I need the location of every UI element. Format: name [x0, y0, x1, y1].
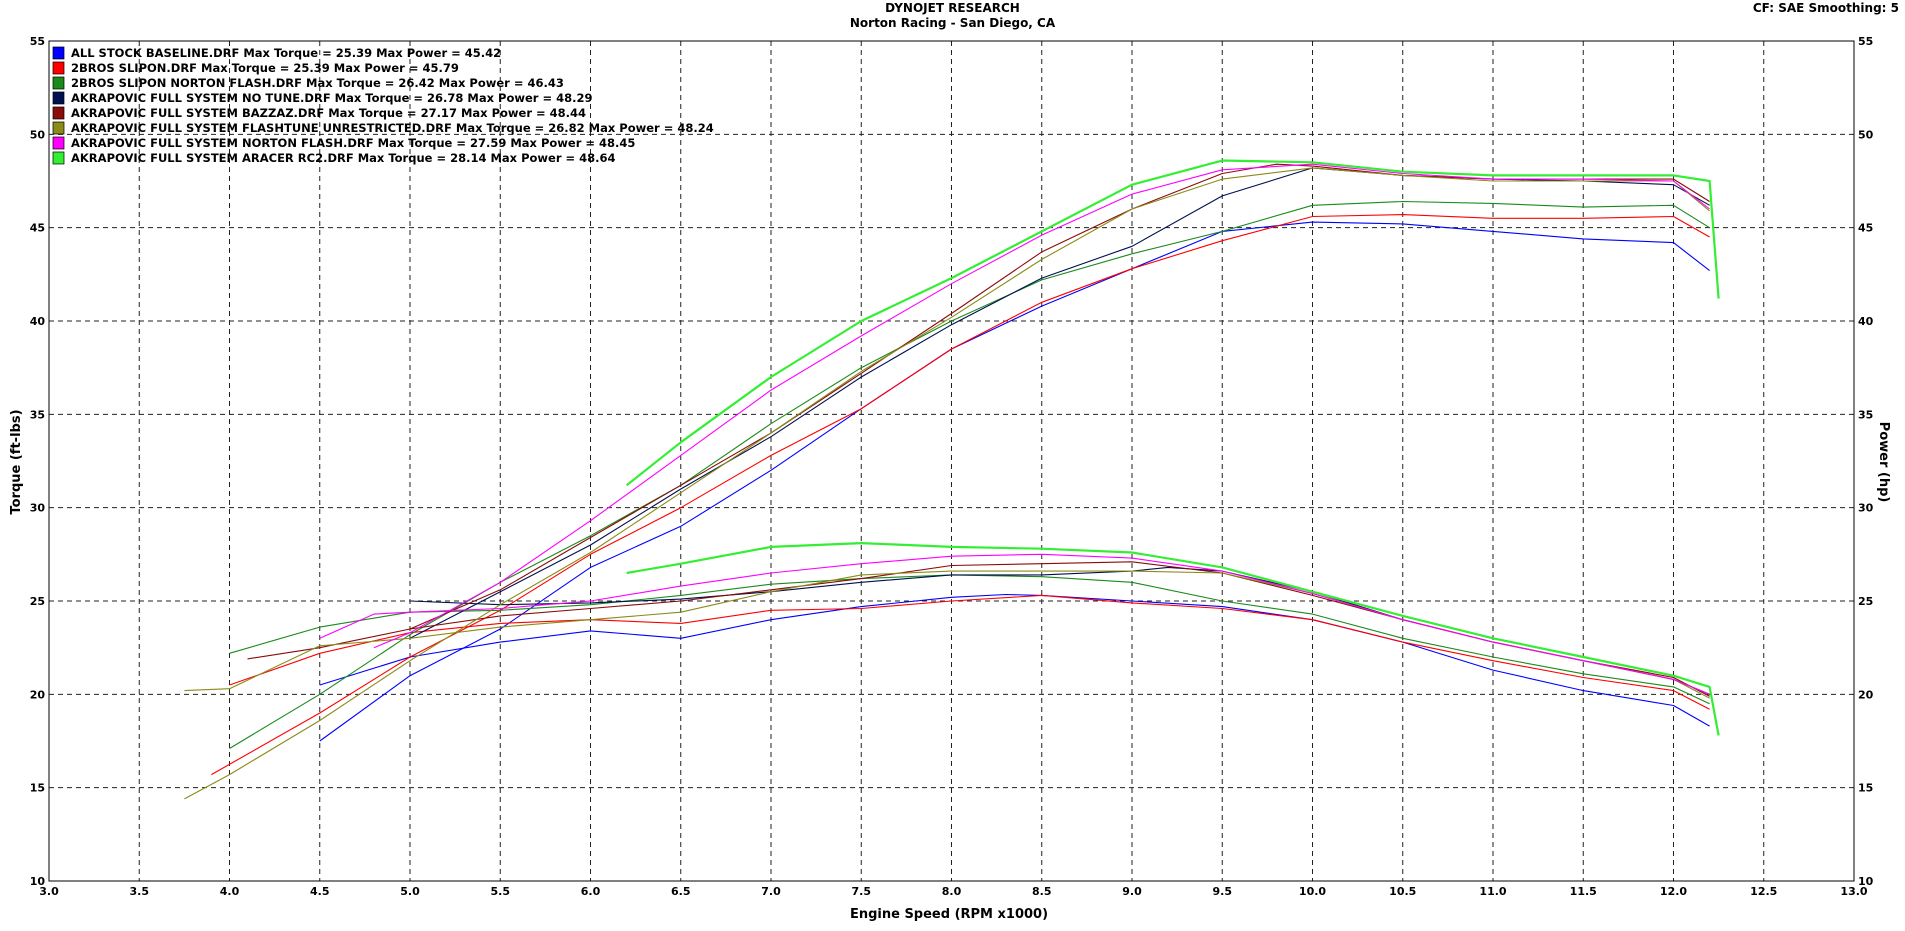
x-tick-label: 3.0	[39, 885, 59, 898]
chart-subtitle: Norton Racing - San Diego, CA	[849, 16, 1056, 30]
y-axis-left-label: Torque (ft-lbs)	[9, 409, 24, 514]
series-5-torque-line	[247, 561, 1710, 697]
x-tick-label: 9.0	[1122, 885, 1142, 898]
y-axis-right-ticks: 10 15 20 25 30 35 40 45 50 55	[1858, 35, 1874, 888]
legend-swatch	[52, 121, 65, 135]
x-tick-label: 6.5	[671, 885, 691, 898]
legend-entry: AKRAPOVIC FULL SYSTEM NORTON FLASH.DRF M…	[71, 136, 635, 150]
x-tick-label: 13.0	[1840, 885, 1867, 898]
series-6-power-line	[184, 167, 1710, 800]
legend-entry: ALL STOCK BASELINE.DRF Max Torque = 25.3…	[71, 46, 501, 60]
x-tick-label: 4.5	[310, 885, 330, 898]
series-7-torque-line	[319, 553, 1710, 695]
settings-readout: CF: SAE Smoothing: 5	[1752, 1, 1899, 15]
series-7-power-line	[373, 163, 1710, 649]
y-left-tick-label: 50	[30, 128, 46, 141]
series-8-power-line	[625, 159, 1720, 487]
x-tick-label: 8.5	[1032, 885, 1052, 898]
y-left-tick-label: 10	[30, 875, 46, 888]
y-right-tick-label: 45	[1858, 222, 1873, 235]
y-right-tick-label: 35	[1858, 408, 1873, 421]
series-2-power-line	[211, 214, 1710, 776]
legend-entry: AKRAPOVIC FULL SYSTEM NO TUNE.DRF Max To…	[71, 91, 593, 105]
y-left-tick-label: 25	[30, 595, 45, 608]
y-left-tick-label: 15	[30, 782, 45, 795]
legend: ALL STOCK BASELINE.DRF Max Torque = 25.3…	[52, 46, 714, 165]
x-axis-label: Engine Speed (RPM x1000)	[850, 907, 1048, 922]
y-right-tick-label: 25	[1858, 595, 1873, 608]
y-right-tick-label: 15	[1858, 782, 1873, 795]
y-right-tick-label: 55	[1858, 35, 1873, 48]
x-tick-label: 6.0	[581, 885, 601, 898]
chart-title: DYNOJET RESEARCH	[885, 1, 1020, 15]
series-3-torque-line	[229, 574, 1710, 705]
grid	[49, 41, 1854, 881]
y-right-tick-label: 40	[1858, 315, 1874, 328]
y-right-tick-label: 20	[1858, 688, 1874, 701]
x-tick-label: 7.5	[852, 885, 872, 898]
x-tick-label: 5.0	[400, 885, 420, 898]
legend-entry: 2BROS SLIPON.DRF Max Torque = 25.39 Max …	[71, 61, 459, 75]
legend-entry: AKRAPOVIC FULL SYSTEM BAZZAZ.DRF Max Tor…	[71, 106, 586, 120]
series-3-power-line	[229, 200, 1710, 749]
legend-swatch	[52, 46, 65, 60]
legend-swatch	[52, 151, 65, 165]
series-1-power-line	[319, 221, 1710, 742]
y-left-tick-label: 40	[30, 315, 46, 328]
legend-swatch	[52, 61, 65, 75]
plot-frame	[48, 40, 1855, 882]
y-axis-left-ticks: 10 15 20 25 30 35 40 45 50 55	[30, 35, 46, 888]
legend-swatch	[52, 76, 65, 90]
y-left-tick-label: 30	[30, 502, 46, 515]
x-tick-label: 5.5	[491, 885, 511, 898]
series-8-torque-line	[626, 541, 1720, 736]
legend-entry: AKRAPOVIC FULL SYSTEM FLASHTUNE UNRESTRI…	[71, 121, 714, 135]
series-2-torque-line	[229, 594, 1710, 710]
series-5-power-line	[409, 163, 1710, 630]
x-tick-label: 12.0	[1660, 885, 1687, 898]
x-tick-label: 11.5	[1570, 885, 1597, 898]
legend-swatch	[52, 136, 65, 150]
y-right-tick-label: 50	[1858, 128, 1874, 141]
x-tick-label: 11.0	[1479, 885, 1506, 898]
x-tick-label: 3.5	[130, 885, 150, 898]
x-tick-label: 12.5	[1750, 885, 1777, 898]
legend-entry: 2BROS SLIPON NORTON FLASH.DRF Max Torque…	[71, 76, 564, 90]
x-tick-label: 4.0	[220, 885, 240, 898]
legend-entry: AKRAPOVIC FULL SYSTEM ARACER RC2.DRF Max…	[71, 151, 616, 165]
x-tick-label: 10.0	[1299, 885, 1326, 898]
series-1-torque-line	[319, 593, 1710, 727]
x-tick-label: 7.0	[761, 885, 781, 898]
y-right-tick-label: 30	[1858, 502, 1874, 515]
x-tick-label: 10.5	[1389, 885, 1416, 898]
legend-swatch	[52, 91, 65, 105]
y-left-tick-label: 45	[30, 222, 45, 235]
x-tick-label: 8.0	[942, 885, 962, 898]
legend-swatch	[52, 106, 65, 120]
y-left-tick-label: 20	[30, 688, 46, 701]
series-4-power-line	[409, 167, 1710, 639]
series-lines	[184, 159, 1720, 800]
y-axis-right-label: Power (hp)	[1876, 422, 1891, 503]
y-left-tick-label: 35	[30, 408, 45, 421]
y-right-tick-label: 10	[1858, 875, 1874, 888]
x-axis-ticks: 3.0 3.5 4.0 4.5 5.0 5.5 6.0 6.5 7.0 7.5 8.0 8.5 9.0 9…	[39, 885, 1868, 898]
y-left-tick-label: 55	[30, 35, 45, 48]
x-tick-label: 9.5	[1213, 885, 1233, 898]
